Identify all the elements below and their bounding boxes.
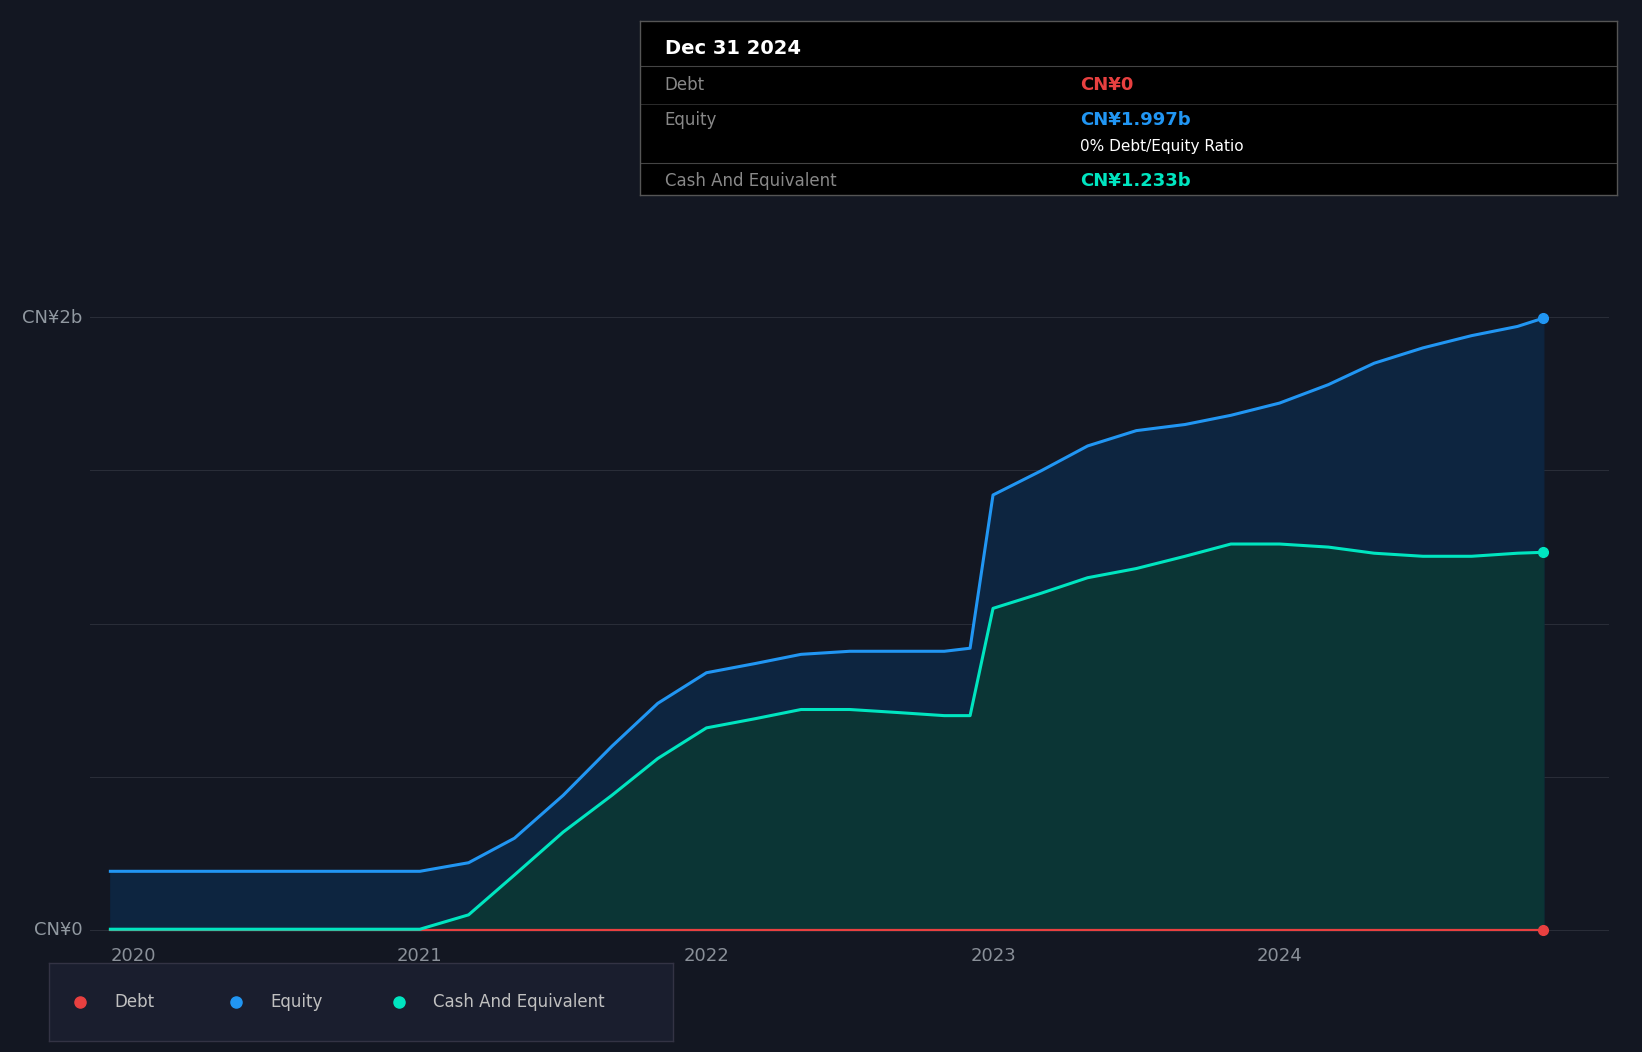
Text: Cash And Equivalent: Cash And Equivalent <box>665 171 836 189</box>
Text: CN¥2b: CN¥2b <box>23 309 82 327</box>
Text: CN¥0: CN¥0 <box>34 922 82 939</box>
Text: Equity: Equity <box>665 110 718 129</box>
Text: Dec 31 2024: Dec 31 2024 <box>665 39 801 58</box>
Text: CN¥1.997b: CN¥1.997b <box>1080 110 1190 129</box>
Text: 0% Debt/Equity Ratio: 0% Debt/Equity Ratio <box>1080 139 1243 154</box>
Text: Cash And Equivalent: Cash And Equivalent <box>433 993 604 1011</box>
Text: Debt: Debt <box>115 993 154 1011</box>
Text: CN¥1.233b: CN¥1.233b <box>1080 171 1190 189</box>
Text: CN¥0: CN¥0 <box>1080 76 1133 95</box>
Text: Equity: Equity <box>271 993 323 1011</box>
Text: Debt: Debt <box>665 76 704 95</box>
